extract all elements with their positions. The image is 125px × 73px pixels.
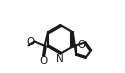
Text: O: O	[77, 40, 85, 50]
Text: O: O	[26, 36, 34, 47]
Text: N: N	[56, 54, 64, 64]
Text: O: O	[39, 56, 47, 66]
